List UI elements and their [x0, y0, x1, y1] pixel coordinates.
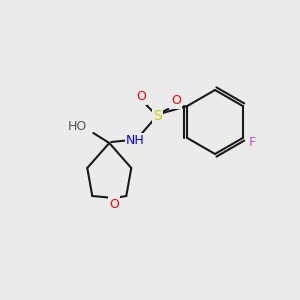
Text: S: S	[153, 109, 162, 123]
Text: NH: NH	[126, 134, 145, 148]
Text: HO: HO	[68, 121, 87, 134]
Text: O: O	[136, 91, 146, 103]
Text: F: F	[249, 136, 256, 148]
Text: O: O	[109, 197, 119, 211]
Text: O: O	[171, 94, 181, 107]
